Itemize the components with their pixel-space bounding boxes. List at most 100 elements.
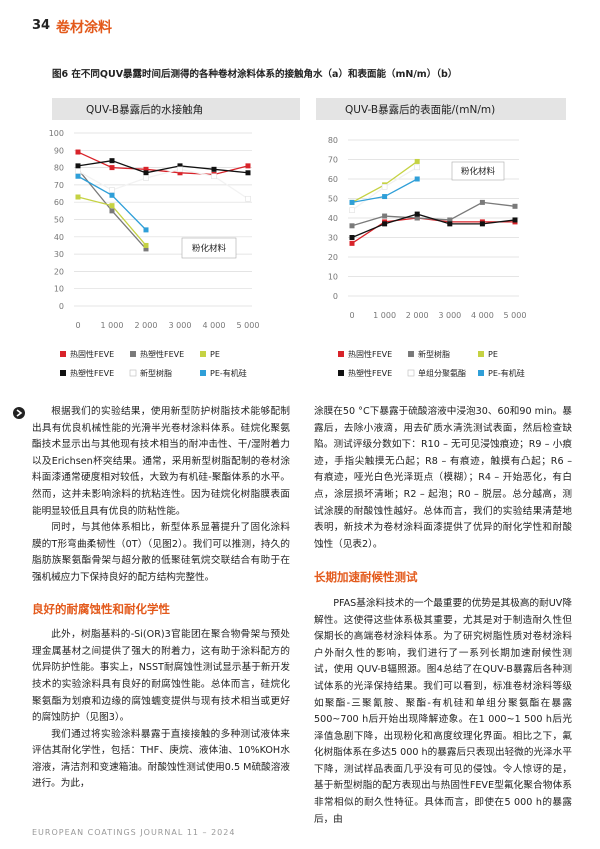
right-column: 涂膜在50 °C下暴露于硫酸溶液中浸泡30、60和90 min。暴露后，去除小液… xyxy=(314,404,572,828)
data-point xyxy=(143,170,149,176)
title-bar xyxy=(52,98,300,120)
legend-swatch xyxy=(130,351,136,357)
data-point xyxy=(382,194,388,200)
data-point xyxy=(75,163,81,169)
y-tick-label: 70 xyxy=(328,156,338,165)
x-tick-label: 1 000 xyxy=(101,321,124,330)
legend-label: PE-有机硅 xyxy=(210,368,247,378)
legend-swatch xyxy=(338,351,344,357)
data-point xyxy=(414,164,421,171)
legend-swatch xyxy=(200,351,206,357)
y-tick-label: 10 xyxy=(328,273,338,282)
chart-title: QUV-B暴露后的表面能/(mN/m) xyxy=(345,103,495,116)
y-tick-label: 40 xyxy=(328,214,338,223)
data-point xyxy=(143,246,149,252)
x-tick-label: 2 000 xyxy=(135,321,158,330)
y-tick-label: 30 xyxy=(54,250,64,259)
data-point xyxy=(75,194,81,200)
data-point xyxy=(143,166,149,172)
x-tick-label: 0 xyxy=(349,311,354,320)
x-tick-label: 5 000 xyxy=(504,311,527,320)
data-point xyxy=(381,184,388,190)
data-point xyxy=(75,173,81,179)
bullet-icon xyxy=(13,407,25,419)
left-column: 根据我们的实验结果，使用新型防护树脂技术能够配制出具有优良机械性能的光滑半光卷材… xyxy=(32,404,290,793)
series-line xyxy=(351,217,515,244)
data-point xyxy=(512,217,518,223)
data-point xyxy=(75,149,81,155)
heading: 良好的耐腐蚀性和耐化学性 xyxy=(32,601,170,616)
series-line xyxy=(77,160,249,174)
data-point xyxy=(177,170,183,176)
data-point xyxy=(414,176,420,182)
data-point xyxy=(143,227,149,233)
data-point xyxy=(211,166,217,172)
legend-label: 新型树脂 xyxy=(140,368,172,378)
x-tick-label: 3 000 xyxy=(169,321,192,330)
paragraph: 我们通过将实验涂料暴露于直接接触的多种测试液体来评估其耐化学性，包括：THF、庚… xyxy=(32,728,290,790)
data-point xyxy=(479,199,485,205)
y-tick-label: 60 xyxy=(54,198,64,207)
legend-swatch xyxy=(408,351,414,357)
data-point xyxy=(245,195,251,202)
legend-label: 热塑性FEVE xyxy=(348,368,392,378)
series-line xyxy=(351,213,516,239)
data-point xyxy=(414,158,420,164)
data-point xyxy=(75,168,81,174)
data-point xyxy=(109,203,115,209)
data-point xyxy=(479,221,485,227)
paragraph: 此外，树脂基料的-Si(OR)3官能团在聚合物骨架与预处理金属基材之间提供了强大… xyxy=(32,629,290,724)
page-number: 34 xyxy=(32,18,51,33)
series-line xyxy=(77,151,249,176)
paragraph: 同时，与其他体系相比，新型体系显著提升了固化涂料膜的T形弯曲柔韧性（0T）（见图… xyxy=(32,522,290,583)
data-point xyxy=(382,213,388,219)
x-tick-label: 1 000 xyxy=(373,311,396,320)
chart-title: QUV-B暴露后的水接触角 xyxy=(86,103,203,116)
heading: 长期加速耐候性测试 xyxy=(314,570,418,585)
x-tick-label: 3 000 xyxy=(438,311,461,320)
figure-caption: 图6 在不同QUV暴露时间后测得的各种卷材涂料体系的接触角水（a）和表面能（mN… xyxy=(52,69,458,80)
legend-label: PE-有机硅 xyxy=(488,368,525,378)
data-point xyxy=(512,203,518,209)
series-line xyxy=(77,168,249,200)
y-tick-label: 20 xyxy=(328,253,338,262)
y-tick-label: 70 xyxy=(54,181,64,190)
data-point xyxy=(143,242,149,248)
y-tick-label: 80 xyxy=(54,164,64,173)
data-point xyxy=(211,173,217,180)
data-point xyxy=(447,221,453,227)
data-point xyxy=(109,187,115,193)
legend-label: 热固性FEVE xyxy=(348,349,392,359)
y-tick-label: 60 xyxy=(328,175,338,184)
data-point xyxy=(245,170,251,176)
data-point xyxy=(109,165,115,171)
legend-swatch xyxy=(200,370,206,376)
paragraph: PFAS基涂料技术的一个最重要的优势是其极高的耐UV降解性。这使得这些体系极其重… xyxy=(314,597,572,825)
data-point xyxy=(177,163,183,169)
annotation: 粉化材料 xyxy=(461,166,496,177)
data-point xyxy=(414,211,420,217)
series-line xyxy=(77,175,147,231)
data-point xyxy=(382,221,388,227)
y-tick-label: 80 xyxy=(328,136,338,145)
data-point xyxy=(109,192,115,198)
y-tick-label: 0 xyxy=(59,302,64,311)
paragraph: 涂膜在50 °C下暴露于硫酸溶液中浸泡30、60和90 min。暴露后，去除小液… xyxy=(314,406,572,550)
data-point xyxy=(109,158,115,164)
legend-label: 单组分聚氨酯 xyxy=(418,368,466,378)
section-title: 卷材涂料 xyxy=(56,20,112,36)
annotation: 粉化材料 xyxy=(192,243,227,254)
legend-label: 热固性FEVE xyxy=(70,349,114,359)
x-tick-label: 4 000 xyxy=(471,311,494,320)
title-bar xyxy=(316,98,566,120)
legend-label: 热塑性FEVE xyxy=(70,368,114,378)
legend-swatch xyxy=(478,370,484,376)
annotation-box xyxy=(181,237,237,259)
data-point xyxy=(143,175,149,181)
paragraph: 根据我们的实验结果，使用新型防护树脂技术能够配制出具有优良机械性能的光滑半光卷材… xyxy=(32,406,290,517)
legend-swatch xyxy=(478,351,484,357)
legend-swatch xyxy=(407,369,415,377)
footer: EUROPEAN COATINGS JOURNAL 11 – 2024 xyxy=(32,828,236,837)
